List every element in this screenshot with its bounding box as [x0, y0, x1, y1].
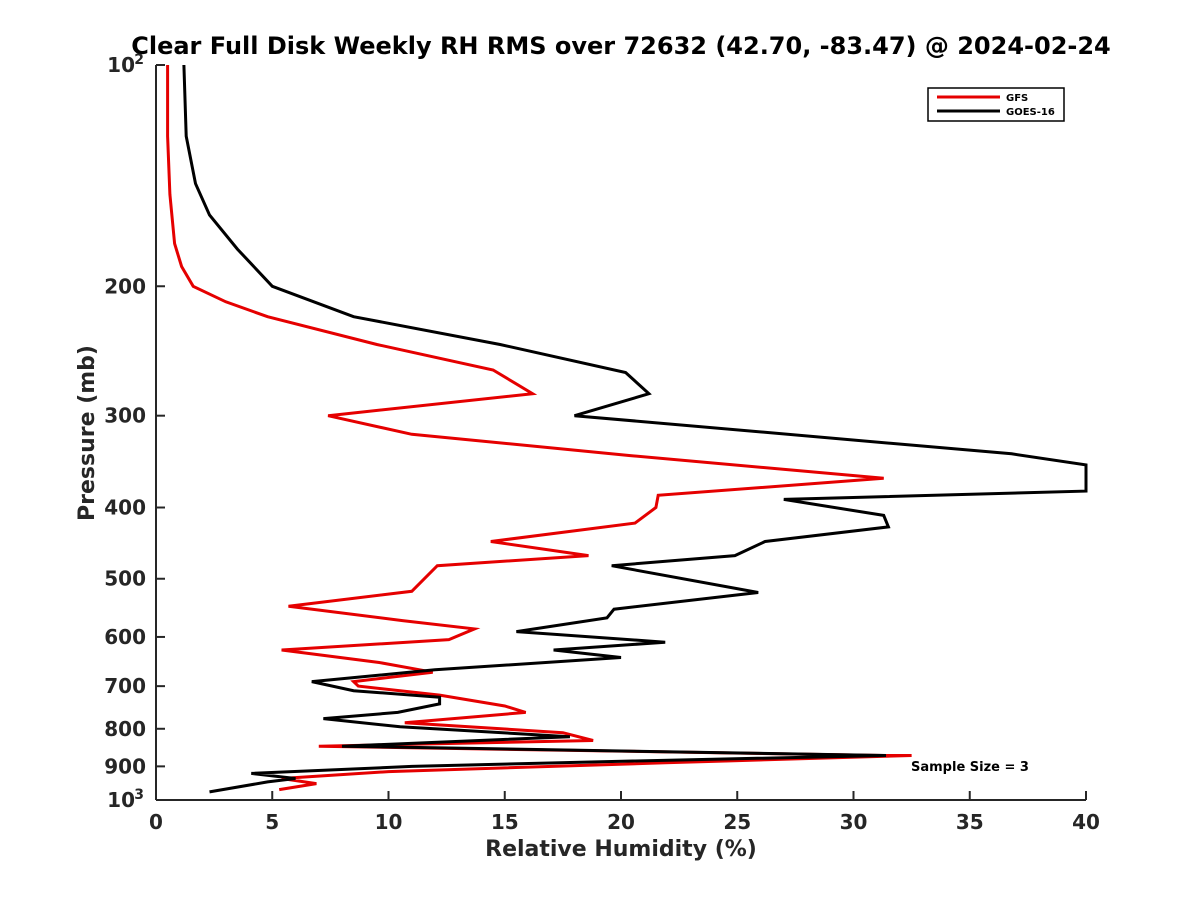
x-axis-label: Relative Humidity (%)	[485, 837, 757, 862]
legend-label-goes-16: GOES-16	[1006, 107, 1055, 118]
y-tick-label: 200	[104, 274, 146, 298]
x-tick-label: 15	[491, 810, 519, 834]
y-tick-label: 600	[104, 625, 146, 649]
x-tick-label: 5	[265, 810, 279, 834]
x-tick-label: 25	[723, 810, 751, 834]
axes	[155, 65, 1086, 801]
y-tick-exponent: 2	[134, 52, 144, 68]
y-axis-label: Pressure (mb)	[75, 345, 100, 521]
legend-label-gfs: GFS	[1006, 93, 1028, 104]
sample-size-annotation: Sample Size = 3	[911, 760, 1029, 775]
y-tick-label: 400	[104, 496, 146, 520]
y-tick-label: 10	[107, 53, 135, 77]
y-tick-label: 10	[107, 788, 135, 812]
y-tick-label: 700	[104, 674, 146, 698]
y-tick-label: 500	[104, 567, 146, 591]
legend-box	[927, 87, 1065, 122]
y-tick-label: 800	[104, 717, 146, 741]
x-tick-label: 20	[607, 810, 635, 834]
series-line-gfs	[166, 65, 912, 792]
chart-title: Clear Full Disk Weekly RH RMS over 72632…	[131, 32, 1111, 60]
x-axis-ticks: 0 5 10 15 20 25 30 35 40	[149, 791, 1100, 834]
series-lines	[166, 64, 1088, 794]
x-tick-label: 40	[1072, 810, 1100, 834]
x-tick-label: 30	[840, 810, 868, 834]
y-tick-exponent: 3	[134, 787, 144, 803]
legend: GFS GOES-16	[927, 87, 1065, 122]
x-tick-label: 35	[956, 810, 984, 834]
x-tick-label: 10	[375, 810, 403, 834]
y-tick-label: 300	[104, 404, 146, 428]
x-tick-label: 0	[149, 810, 163, 834]
series-line-goes-16	[182, 64, 1088, 794]
y-tick-label: 900	[104, 754, 146, 778]
